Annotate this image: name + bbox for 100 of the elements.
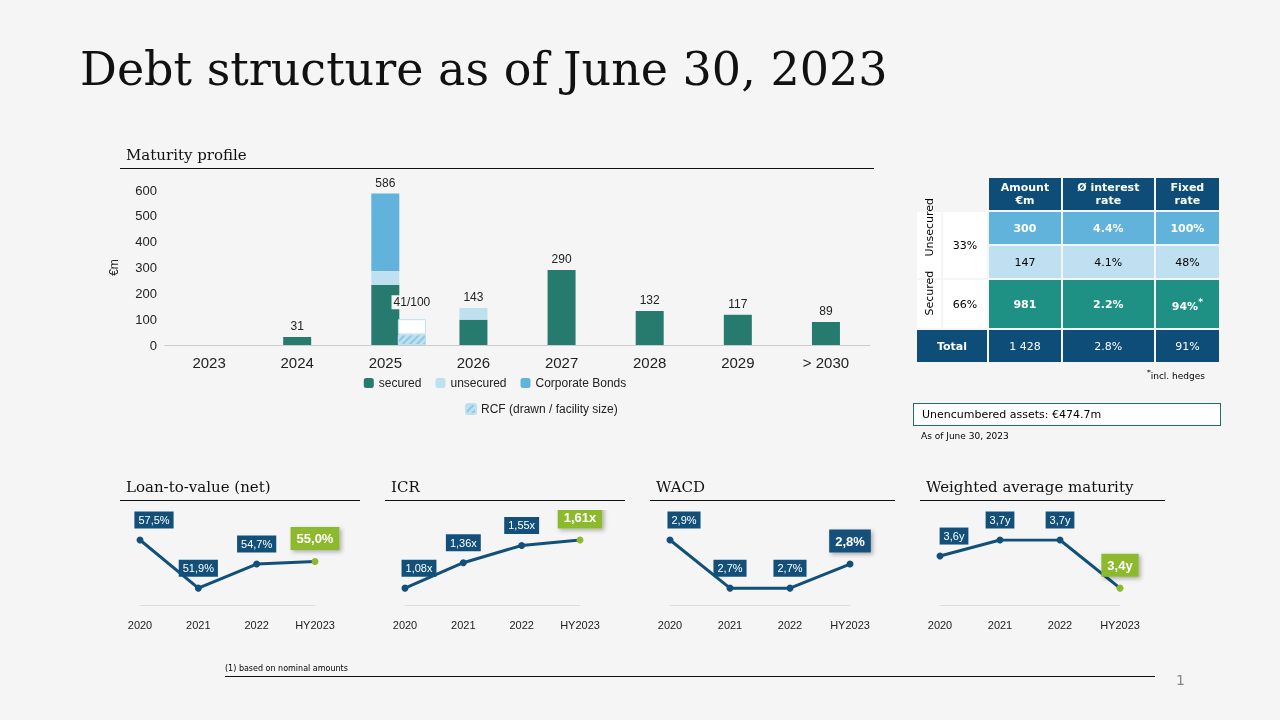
x-tick-label: 2029 — [721, 354, 755, 371]
point — [311, 558, 319, 565]
total-label: 117 — [728, 296, 748, 311]
text: 91% — [1155, 330, 1219, 362]
chart-title: Weighted average maturity — [920, 478, 1165, 501]
y-tick-label: 600 — [135, 182, 157, 198]
bar — [371, 193, 400, 272]
total-label: 89 — [819, 304, 833, 319]
x-tick-label: HY2023 — [295, 618, 335, 631]
text: 2.8% — [1062, 330, 1154, 362]
point — [194, 584, 202, 592]
data-label: 1,08x — [405, 562, 433, 575]
data-label: 2,9% — [671, 514, 697, 526]
legend-label: secured — [378, 376, 422, 390]
data-label: 57,5% — [138, 514, 170, 526]
chart-subtitle: Maturity profile — [120, 146, 874, 169]
x-tick-label: HY2023 — [830, 618, 870, 631]
bar — [547, 270, 576, 345]
total-label: 586 — [375, 175, 396, 190]
y-tick-label: 0 — [149, 337, 157, 353]
data-label: 2,7% — [717, 562, 743, 575]
text: Unencumbered assets: €474.7m — [913, 403, 1221, 426]
point — [459, 559, 467, 567]
point — [253, 560, 261, 568]
y-axis-title: €m — [107, 259, 121, 276]
legend-label: unsecured — [450, 376, 507, 390]
chart-title: Debt structure as of June 30, 2023 — [80, 42, 888, 96]
x-tick-label: 2021 — [987, 618, 1013, 631]
x-tick-label: 2028 — [633, 354, 667, 371]
text: 300 — [989, 212, 1061, 244]
x-tick-label: > 2030 — [802, 354, 850, 371]
data-label: 1,36x — [449, 536, 478, 549]
point — [518, 541, 526, 549]
y-tick-label: 300 — [135, 260, 157, 275]
total-label: 132 — [639, 292, 661, 307]
data-label: 3,4y — [1107, 557, 1134, 573]
text: 147 — [989, 246, 1061, 278]
data-label: 2,8% — [835, 533, 866, 549]
data-label: 3,7y — [1049, 514, 1071, 526]
data-label: 41/100 — [393, 295, 431, 310]
text: 4.1% — [1062, 246, 1154, 278]
data-label: 55,0% — [296, 530, 334, 546]
bar — [371, 271, 400, 285]
text: 2.2% — [1062, 280, 1154, 328]
x-tick-label: 2022 — [244, 618, 269, 631]
x-tick-label: 2021 — [451, 618, 476, 631]
text: 981 — [989, 280, 1061, 328]
legend-label: RCF (drawn / facility size) — [481, 402, 618, 416]
text: 1 — [1176, 672, 1185, 688]
bar — [283, 336, 312, 345]
x-tick-label: 2020 — [127, 618, 153, 631]
text: 100% — [1155, 212, 1219, 244]
data-label: 54,7% — [241, 538, 273, 551]
text: Ø interest rate — [1062, 178, 1154, 210]
text: Unsecured — [922, 197, 936, 256]
text: Amount €m — [989, 178, 1061, 210]
y-tick-label: 500 — [135, 208, 157, 224]
text: 1 428 — [989, 330, 1061, 362]
bar — [635, 310, 664, 345]
text: $^{*}$incl. hedges — [1145, 368, 1205, 381]
text: Secured — [922, 270, 936, 315]
text: 66% — [943, 280, 987, 328]
x-tick-label: 2025 — [368, 354, 402, 371]
data-label: 2,7% — [777, 562, 803, 575]
text: 33% — [943, 212, 987, 278]
x-tick-label: 2021 — [717, 618, 743, 631]
text: (1) based on nominal amounts — [225, 664, 1155, 677]
x-tick-label: HY2023 — [560, 618, 600, 631]
text: Total — [917, 330, 987, 362]
data-label: 1,61x — [563, 509, 598, 525]
x-tick-label: 2022 — [777, 618, 803, 631]
x-tick-label: 2022 — [509, 618, 534, 631]
chart-title: WACD — [650, 478, 895, 501]
bar — [811, 322, 840, 345]
data-label: 1,55x — [508, 519, 536, 532]
bar — [723, 314, 752, 345]
x-tick-label: 2024 — [280, 354, 314, 371]
text: Fixed rate — [1155, 178, 1219, 210]
total-label: 290 — [551, 252, 572, 267]
legend-label: Corporate Bonds — [535, 376, 627, 390]
y-tick-label: 100 — [135, 311, 157, 327]
x-tick-label: 2020 — [927, 618, 953, 631]
text: 48% — [1155, 246, 1219, 278]
data-label: 3,6y — [943, 530, 965, 543]
x-tick-label: 2022 — [1047, 618, 1073, 631]
x-tick-label: HY2023 — [1100, 618, 1140, 631]
x-tick-label: 2021 — [186, 618, 211, 631]
data-label: 3,7y — [989, 514, 1011, 526]
bar — [459, 319, 488, 345]
x-tick-label: 2020 — [657, 618, 683, 631]
data-label: 51,9% — [182, 562, 215, 575]
text: 4.4% — [1062, 212, 1154, 244]
total-label: 31 — [290, 318, 305, 333]
x-tick-label: 2026 — [456, 354, 491, 371]
total-label: 143 — [463, 290, 484, 305]
bar — [459, 308, 488, 320]
x-tick-label: 2020 — [392, 618, 418, 631]
chart-title: ICR — [385, 478, 625, 501]
y-tick-label: 200 — [135, 285, 157, 301]
text: As of June 30, 2023 — [921, 431, 1010, 441]
